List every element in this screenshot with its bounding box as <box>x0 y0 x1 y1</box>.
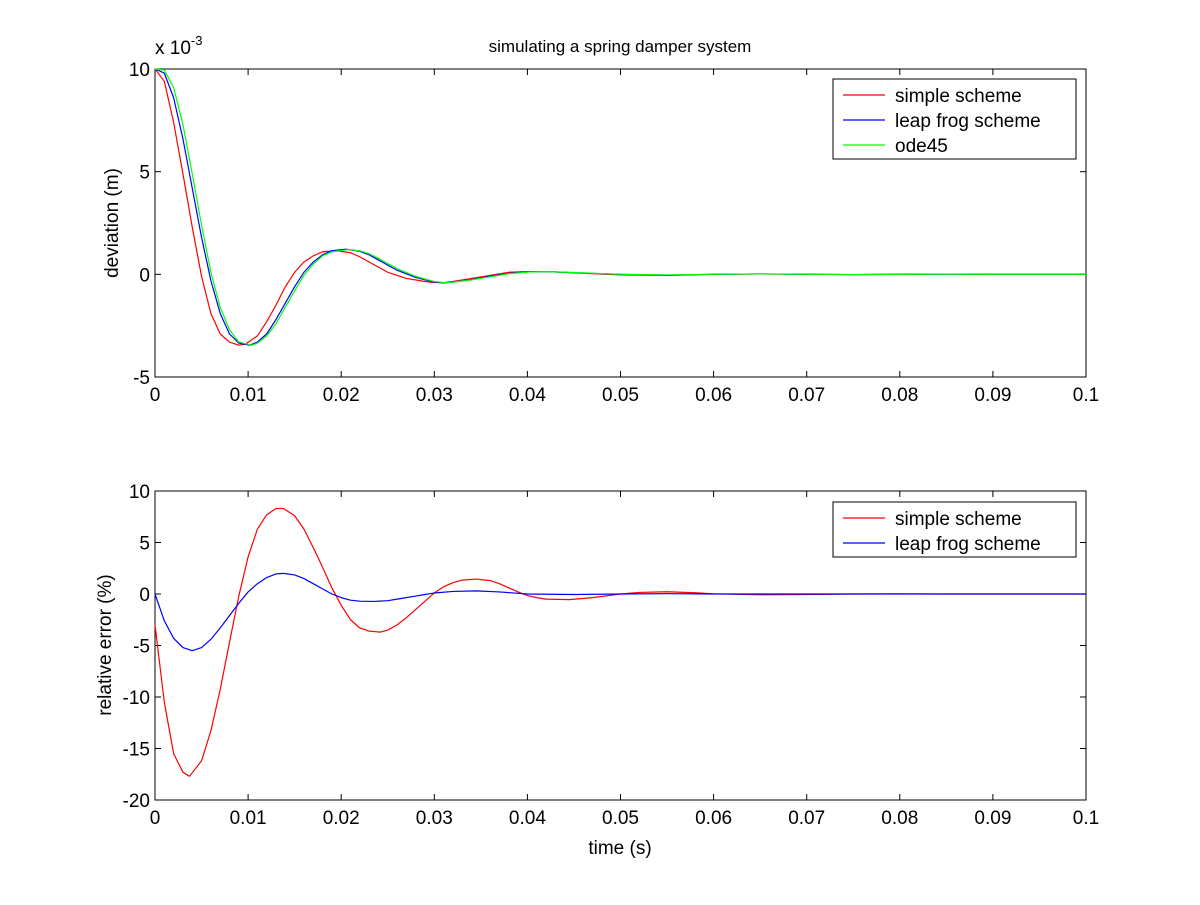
relative-error-legend: simple scheme leap frog scheme <box>832 501 1077 558</box>
x-tick-label: 0 <box>150 808 161 829</box>
y-tick-label: -5 <box>133 637 150 658</box>
y-exponent-power: -3 <box>191 33 203 48</box>
relative-error-ticks: 0 0.01 0.02 0.03 0.04 0.05 0.06 0.07 0.08 0.09 0.1… <box>123 482 1100 829</box>
x-tick-label: 0.1 <box>1073 385 1099 406</box>
legend-label: ode45 <box>895 136 948 157</box>
x-tick-label: 0.08 <box>881 808 918 829</box>
y-tick-label: 5 <box>139 163 150 184</box>
legend-label: simple scheme <box>895 86 1022 107</box>
y-tick-label: 10 <box>129 482 150 503</box>
deviation-ticks: 0 0.01 0.02 0.03 0.04 0.05 0.06 0.07 0.08 0.09 0.1… <box>129 60 1099 406</box>
x-tick-label: 0.06 <box>695 385 732 406</box>
x-tick-label: 0.06 <box>695 808 732 829</box>
x-tick-label: 0.09 <box>974 808 1011 829</box>
x-tick-label: 0.07 <box>788 808 825 829</box>
x-tick-label: 0.05 <box>602 808 639 829</box>
y-tick-label: -20 <box>123 791 150 812</box>
y-tick-label: 0 <box>139 265 150 286</box>
deviation-lines <box>154 68 1086 346</box>
legend-box <box>832 501 1077 558</box>
x-tick-label: 0.08 <box>881 385 918 406</box>
x-tick-label: 0.05 <box>602 385 639 406</box>
y-exponent-base: x 10 <box>155 38 191 59</box>
legend-label: leap frog scheme <box>895 111 1041 132</box>
x-axis-label: time (s) <box>588 838 651 859</box>
y-axis-label: relative error (%) <box>95 574 116 715</box>
relative-error-plot: time (s) relative error (%) 0 0.01 0.02 0.0… <box>95 482 1099 859</box>
y-axis-label: deviation (m) <box>102 168 123 278</box>
y-tick-label: -15 <box>123 740 150 761</box>
x-tick-label: 0.03 <box>416 808 453 829</box>
deviation-legend: simple scheme leap frog scheme ode45 <box>832 78 1077 160</box>
x-tick-label: 0.01 <box>230 808 267 829</box>
x-tick-label: 0.03 <box>416 385 453 406</box>
x-tick-label: 0.1 <box>1073 808 1099 829</box>
x-tick-label: 0.07 <box>788 385 825 406</box>
y-tick-label: 5 <box>139 534 150 555</box>
deviation-plot: simulating a spring damper system deviat… <box>102 33 1099 406</box>
x-tick-label: 0 <box>150 385 161 406</box>
relative-error-lines <box>154 507 1086 777</box>
series-line-ode45 <box>154 68 1086 346</box>
legend-label: leap frog scheme <box>895 534 1041 555</box>
x-tick-label: 0.01 <box>230 385 267 406</box>
legend-box <box>832 78 1077 160</box>
y-tick-label: 10 <box>129 60 150 81</box>
series-line-leap-frog-scheme <box>154 572 1086 652</box>
y-tick-label: -10 <box>123 688 150 709</box>
x-tick-label: 0.02 <box>323 808 360 829</box>
x-tick-label: 0.04 <box>509 385 546 406</box>
y-tick-label: 0 <box>139 585 150 606</box>
y-exponent-label: x 10-3 <box>155 33 202 59</box>
x-tick-label: 0.09 <box>974 385 1011 406</box>
series-line-simple-scheme <box>154 507 1086 777</box>
chart-title: simulating a spring damper system <box>489 37 752 56</box>
x-tick-label: 0.02 <box>323 385 360 406</box>
legend-label: simple scheme <box>895 509 1022 530</box>
x-tick-label: 0.04 <box>509 808 546 829</box>
y-tick-label: -5 <box>133 368 150 389</box>
